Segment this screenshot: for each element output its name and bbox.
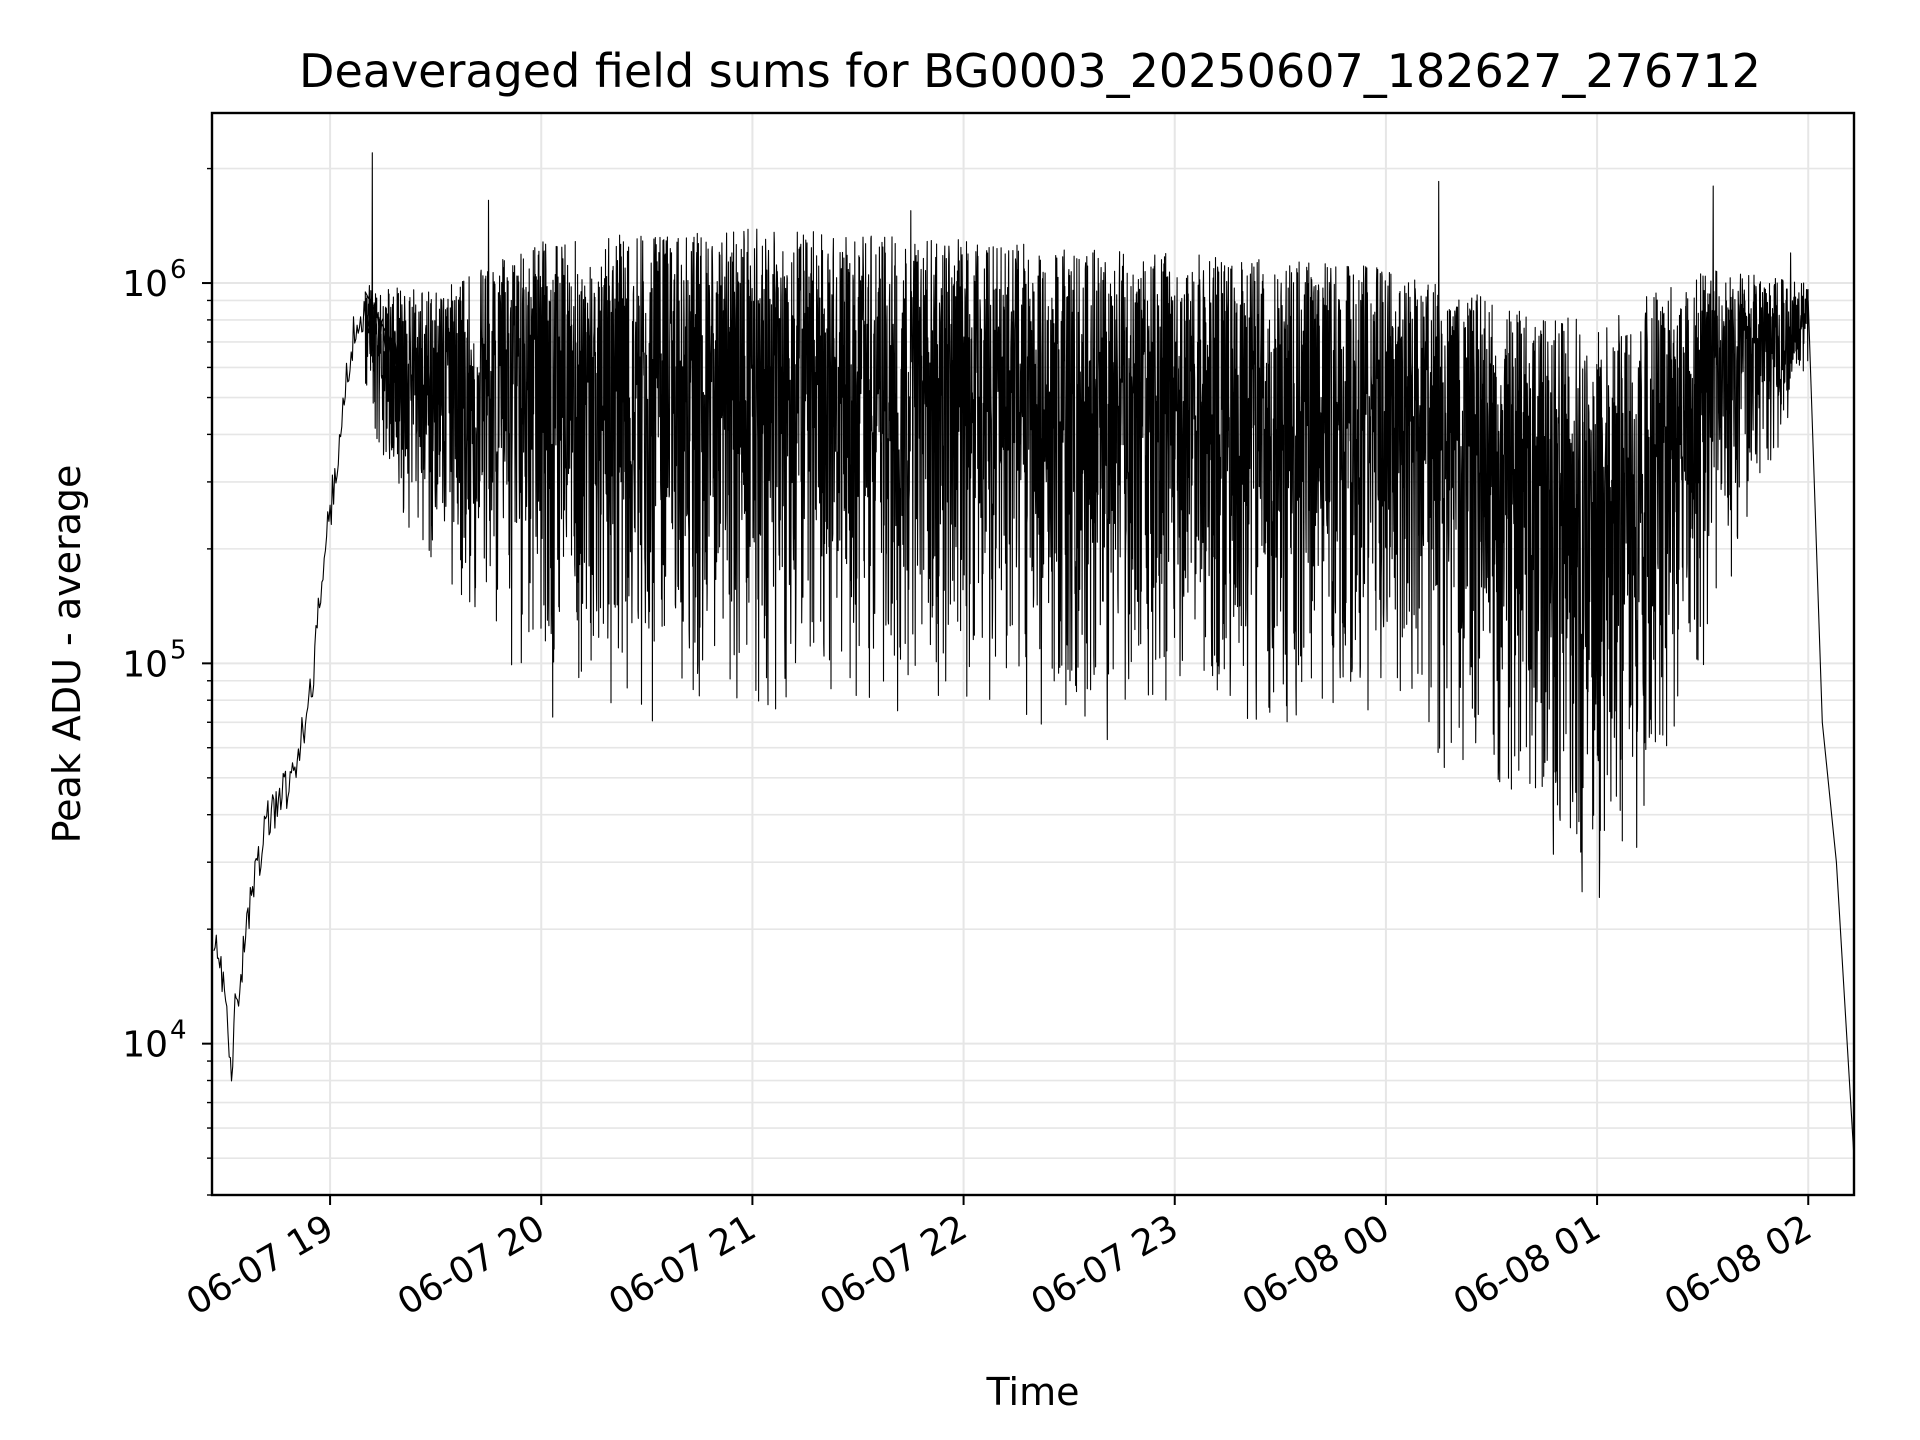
- chart-title: Deaveraged field sums for BG0003_2025060…: [299, 44, 1761, 98]
- x-axis: 06-07 19 06-07 20 06-07 21 06-07 22 06-07 23…: [180, 1195, 1819, 1324]
- y-tick-label: 10: [122, 644, 168, 685]
- y-tick-label: 10: [122, 264, 168, 305]
- x-tick-label: 06-07 20: [391, 1207, 552, 1323]
- x-tick-label: 06-07 22: [813, 1207, 974, 1323]
- x-axis-label: Time: [986, 1370, 1080, 1414]
- plot-frame: [210, 111, 1856, 1197]
- y-tick-label-exponent: 5: [170, 635, 187, 665]
- y-tick-label-exponent: 4: [170, 1016, 187, 1046]
- x-tick-label: 06-07 21: [602, 1207, 763, 1323]
- y-axis-label: Peak ADU - average: [45, 465, 89, 844]
- x-tick-label: 06-07 23: [1025, 1207, 1186, 1323]
- series-layer: [213, 152, 1854, 1159]
- series-line: [213, 152, 1854, 1159]
- x-tick-label: 06-08 00: [1236, 1207, 1397, 1323]
- y-tick-label-exponent: 6: [170, 255, 187, 285]
- x-tick-label: 06-08 02: [1658, 1207, 1819, 1323]
- x-tick-label: 06-08 01: [1447, 1207, 1608, 1323]
- y-tick-label: 10: [122, 1025, 168, 1066]
- x-tick-label: 06-07 19: [180, 1207, 341, 1323]
